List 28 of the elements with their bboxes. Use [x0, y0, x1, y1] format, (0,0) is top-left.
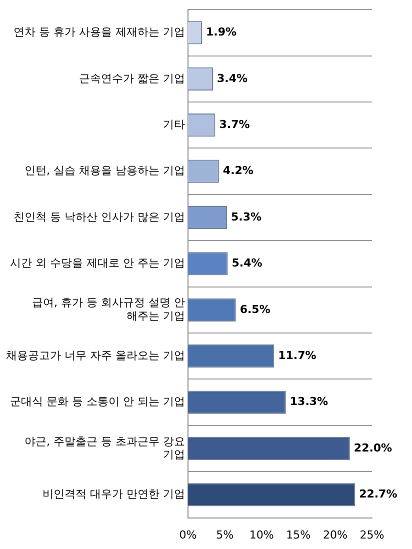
- data-label: 11.7%: [278, 348, 316, 362]
- data-label: 3.4%: [217, 72, 248, 85]
- data-label: 22.0%: [354, 441, 392, 454]
- x-tick-label: 25%: [360, 528, 384, 542]
- y-tick-label: 비인격적 대우가 만연한 기업: [42, 488, 185, 501]
- x-tick-label: 15%: [286, 528, 311, 542]
- x-tick-label: 0%: [179, 528, 197, 542]
- y-tick-label: 채용공고가 너무 자주 올라오는 기업: [6, 348, 185, 362]
- y-tick-label: 연차 등 휴가 사용을 제재하는 기업: [14, 26, 185, 39]
- x-tick-label: 20%: [322, 528, 348, 542]
- y-tick-label: 급여, 휴가 등 회사규정 설명 안 해주는 기업: [32, 296, 185, 322]
- x-tick-label: 5%: [216, 528, 234, 542]
- data-label: 3.7%: [219, 118, 250, 131]
- y-tick-label: 야근, 주말출근 등 초과근무 강요 기업: [24, 434, 185, 461]
- y-tick-label: 친인척 등 낙하산 인사가 많은 기업: [14, 210, 185, 224]
- y-tick-label: 근속연수가 짧은 기업: [79, 72, 185, 85]
- y-tick-label: 군대식 문화 등 소통이 안 되는 기업: [10, 395, 185, 408]
- data-label: 1.9%: [206, 26, 236, 39]
- data-label: 5.3%: [231, 210, 262, 224]
- y-tick-label: 기타: [163, 118, 185, 131]
- data-label: 5.4%: [232, 256, 262, 270]
- y-tick-label: 시간 외 수당을 제대로 안 주는 기업: [10, 256, 185, 270]
- x-tick-label: 10%: [249, 528, 274, 542]
- data-label: 4.2%: [222, 164, 254, 178]
- y-tick-label: 인턴, 실습 채용을 남용하는 기업: [24, 164, 185, 178]
- data-label: 13.3%: [290, 395, 328, 408]
- data-label: 22.7%: [359, 488, 398, 501]
- data-label: 6.5%: [240, 302, 270, 316]
